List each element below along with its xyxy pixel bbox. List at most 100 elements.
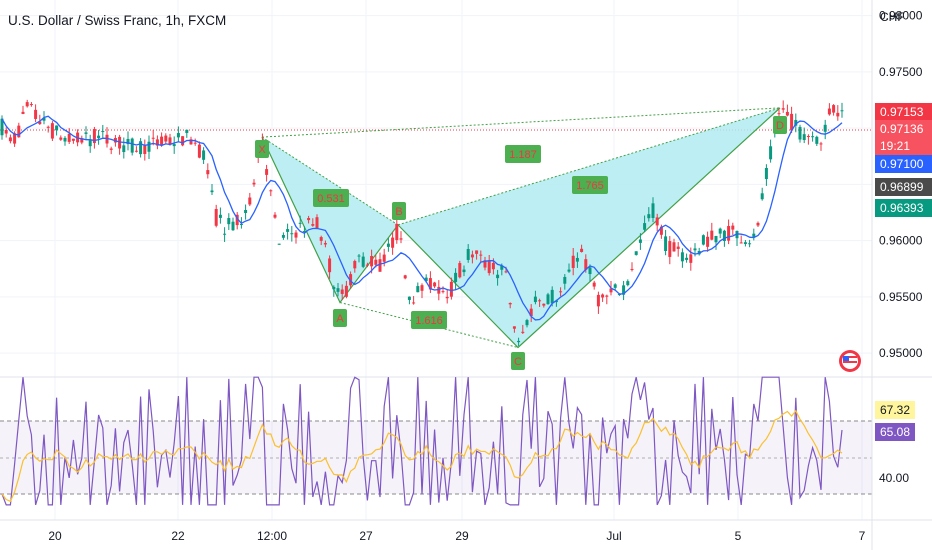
candle [580, 244, 584, 253]
candle [202, 147, 206, 164]
candle-body [17, 125, 21, 138]
candle [386, 237, 390, 252]
price-badge: 0.96393 [875, 199, 932, 217]
candle-body [126, 138, 130, 145]
candle [769, 139, 773, 163]
pattern-ratio-line [261, 136, 399, 226]
candle [235, 212, 239, 230]
candle [244, 204, 248, 220]
candle [588, 264, 592, 282]
time-axis[interactable]: 20 22 12:00 27 29 Jul 5 7 [48, 529, 865, 543]
candle [525, 318, 529, 328]
candle [227, 213, 231, 230]
time-tick-label: 20 [48, 529, 62, 543]
candle [559, 287, 563, 297]
candle [454, 268, 458, 290]
candle-body [122, 145, 126, 153]
candle-body [340, 289, 344, 294]
pattern-point-a-text: A [336, 313, 344, 325]
candle-body [92, 129, 96, 144]
candle-body [130, 138, 134, 153]
candle-body [109, 148, 113, 150]
price-axis[interactable]: 0.98000 0.97500 0.96000 0.95500 0.95000 [879, 9, 923, 361]
pattern-ratio: 1.765 [572, 176, 608, 194]
price-badge-bg [875, 199, 932, 217]
candle-body [475, 250, 479, 254]
rsi-badge-label: 65.08 [880, 425, 910, 439]
candle-body [735, 230, 739, 239]
candle [46, 125, 50, 133]
pattern-point-d-bg [773, 116, 787, 134]
candle [252, 179, 256, 187]
currency-flag-icon[interactable] [839, 350, 861, 372]
candle [479, 250, 483, 263]
candle-body [349, 274, 353, 286]
candle-body [470, 254, 474, 258]
candle-body [605, 295, 609, 297]
candle [332, 285, 336, 297]
candle [622, 280, 626, 301]
candle-body [134, 150, 138, 152]
candle-body [101, 131, 105, 133]
candle-body [517, 340, 521, 343]
candle [575, 252, 579, 268]
candle [286, 223, 290, 240]
candle [21, 105, 25, 115]
candle-body [311, 224, 315, 226]
candle [706, 231, 710, 252]
candle-body [693, 248, 697, 251]
candle-body [210, 190, 214, 193]
candle-body [806, 135, 810, 137]
candle [353, 259, 357, 273]
candle-body [80, 138, 84, 143]
price-badge: 19:21 [875, 137, 932, 155]
candle [101, 124, 105, 138]
candle [819, 141, 823, 151]
candle [647, 207, 651, 222]
candle [143, 139, 147, 161]
candle [462, 265, 466, 277]
candle [97, 129, 101, 145]
candle-body [815, 136, 819, 144]
candle-body [798, 126, 802, 140]
candle-body [38, 121, 42, 125]
candle-body [706, 236, 710, 247]
candle-body [659, 226, 663, 235]
pattern-point-c: C [511, 352, 525, 370]
pattern-point-b-text: B [395, 206, 402, 218]
candle-body [218, 214, 222, 218]
candle [466, 244, 470, 263]
candle [361, 252, 365, 269]
price-tick-label: 0.96000 [879, 234, 923, 248]
candle-body [13, 133, 17, 144]
candle [815, 135, 819, 146]
rsi-axis[interactable]: 40.00 [879, 471, 909, 485]
price-badge-label: 0.97153 [880, 105, 924, 119]
candle-body [59, 137, 63, 140]
candle-body [244, 209, 248, 213]
candle-body [487, 260, 491, 274]
candle-body [88, 140, 92, 147]
candle-body [739, 242, 743, 244]
candle-body [769, 146, 773, 160]
candle [248, 192, 252, 207]
candle-body [638, 239, 642, 243]
candle-body [353, 261, 357, 269]
candle [802, 127, 806, 144]
candle [601, 293, 605, 302]
price-badge-label: 0.96393 [880, 201, 924, 215]
candle [735, 230, 739, 247]
rsi-line [1, 376, 843, 506]
candle-body [155, 139, 159, 146]
candle-body [664, 236, 668, 251]
candle-body [647, 214, 651, 219]
pattern-ratio-text: 1.187 [509, 149, 537, 161]
candle-body [819, 143, 823, 145]
candle-body [424, 277, 428, 282]
candle [760, 187, 764, 201]
candle [827, 103, 831, 116]
pattern-point-c-bg [511, 352, 525, 370]
candle-body [344, 285, 348, 297]
